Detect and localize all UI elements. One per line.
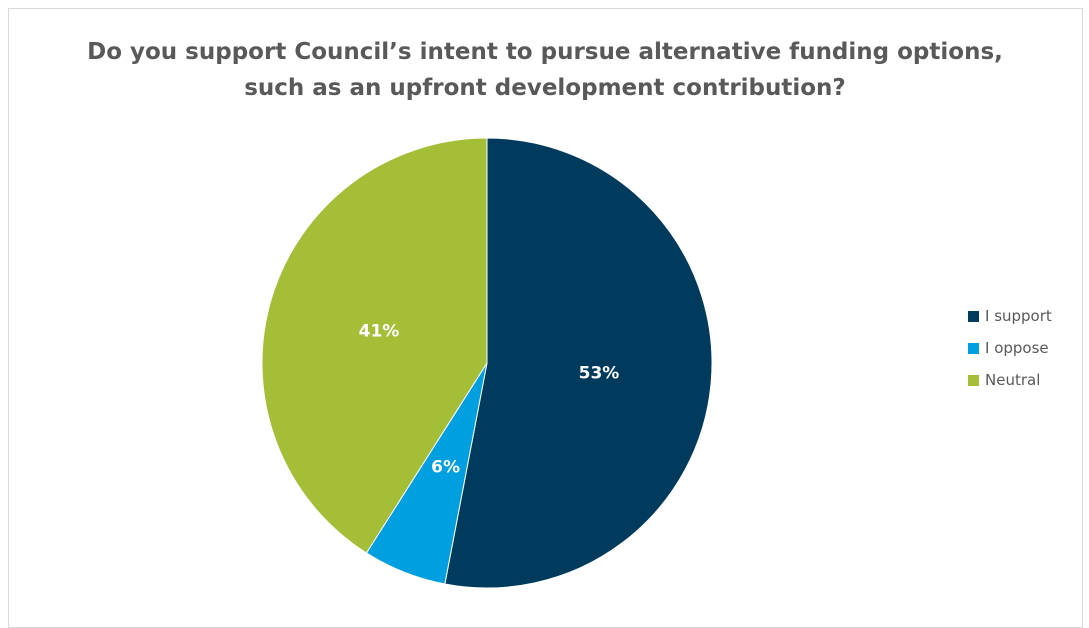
legend-item-i-support: I support [968,306,1052,326]
pie-labels: 53% 6% 41% [359,322,620,478]
pie-chart: 53% 6% 41% [261,137,713,589]
legend-item-neutral: Neutral [968,370,1052,390]
legend-label: I oppose [985,339,1049,357]
legend-swatch [968,310,979,322]
legend-swatch [968,374,979,386]
data-label-i-support: 53% [579,364,620,384]
legend-label: Neutral [985,371,1041,389]
pie-slices [261,137,713,589]
pie-slice-i-support [444,137,713,589]
data-label-i-oppose: 6% [431,458,460,478]
chart-title: Do you support Council’s intent to pursu… [87,39,1003,101]
legend-item-i-oppose: I oppose [968,338,1052,358]
legend-swatch [968,342,979,354]
legend: I support I oppose Neutral [968,306,1052,402]
data-label-neutral: 41% [359,322,400,342]
pie-slice-neutral [261,137,488,554]
legend-label: I support [985,307,1052,325]
